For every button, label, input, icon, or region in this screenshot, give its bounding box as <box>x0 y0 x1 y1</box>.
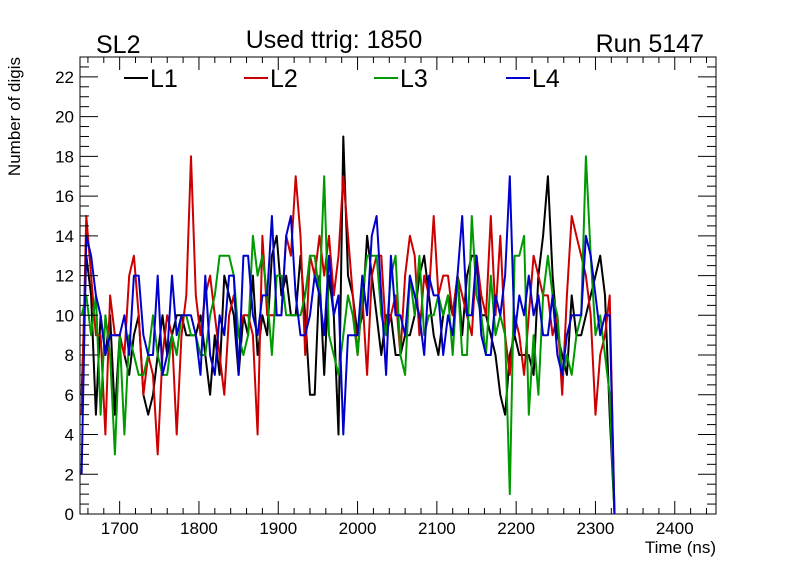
x-tick-label: 2400 <box>656 519 694 538</box>
y-tick-label: 18 <box>55 147 74 166</box>
x-tick-label: 2200 <box>497 519 535 538</box>
y-axis-label: Number of digis <box>5 57 24 176</box>
y-tick-label: 10 <box>55 306 74 325</box>
x-tick-label: 2000 <box>339 519 377 538</box>
y-tick-label: 14 <box>55 227 74 246</box>
x-tick-label: 1800 <box>180 519 218 538</box>
legend-label-l1: L1 <box>150 65 178 93</box>
legend-label-l4: L4 <box>532 65 560 93</box>
legend-label-l2: L2 <box>270 65 298 93</box>
y-tick-label: 2 <box>65 465 74 484</box>
y-tick-label: 6 <box>65 386 74 405</box>
title-left: SL2 <box>96 31 140 59</box>
x-tick-label: 2100 <box>418 519 456 538</box>
x-axis-label: Time (ns) <box>645 538 716 557</box>
x-tick-label: 1900 <box>259 519 297 538</box>
y-tick-label: 8 <box>65 346 74 365</box>
y-tick-label: 0 <box>65 505 74 524</box>
series-line-l4 <box>80 175 616 515</box>
series-line-l2 <box>80 155 616 515</box>
legend-label-l3: L3 <box>400 65 428 93</box>
y-tick-label: 20 <box>55 108 74 127</box>
axis-ticks: 1700 1800 1900 2000 2100 2200 2300 2400 0 2 4 6 8 10 1… <box>55 56 716 538</box>
y-tick-label: 4 <box>65 426 74 445</box>
series-layer <box>80 135 616 515</box>
x-tick-label: 1700 <box>101 519 139 538</box>
title-center: Used ttrig: 1850 <box>246 26 423 54</box>
y-tick-label: 16 <box>55 187 74 206</box>
x-tick-label: 2300 <box>577 519 615 538</box>
y-tick-label: 12 <box>55 267 74 286</box>
title-right: Run 5147 <box>596 30 704 58</box>
y-tick-label: 22 <box>55 68 74 87</box>
legend: L1 L2 L3 L4 <box>124 65 560 93</box>
